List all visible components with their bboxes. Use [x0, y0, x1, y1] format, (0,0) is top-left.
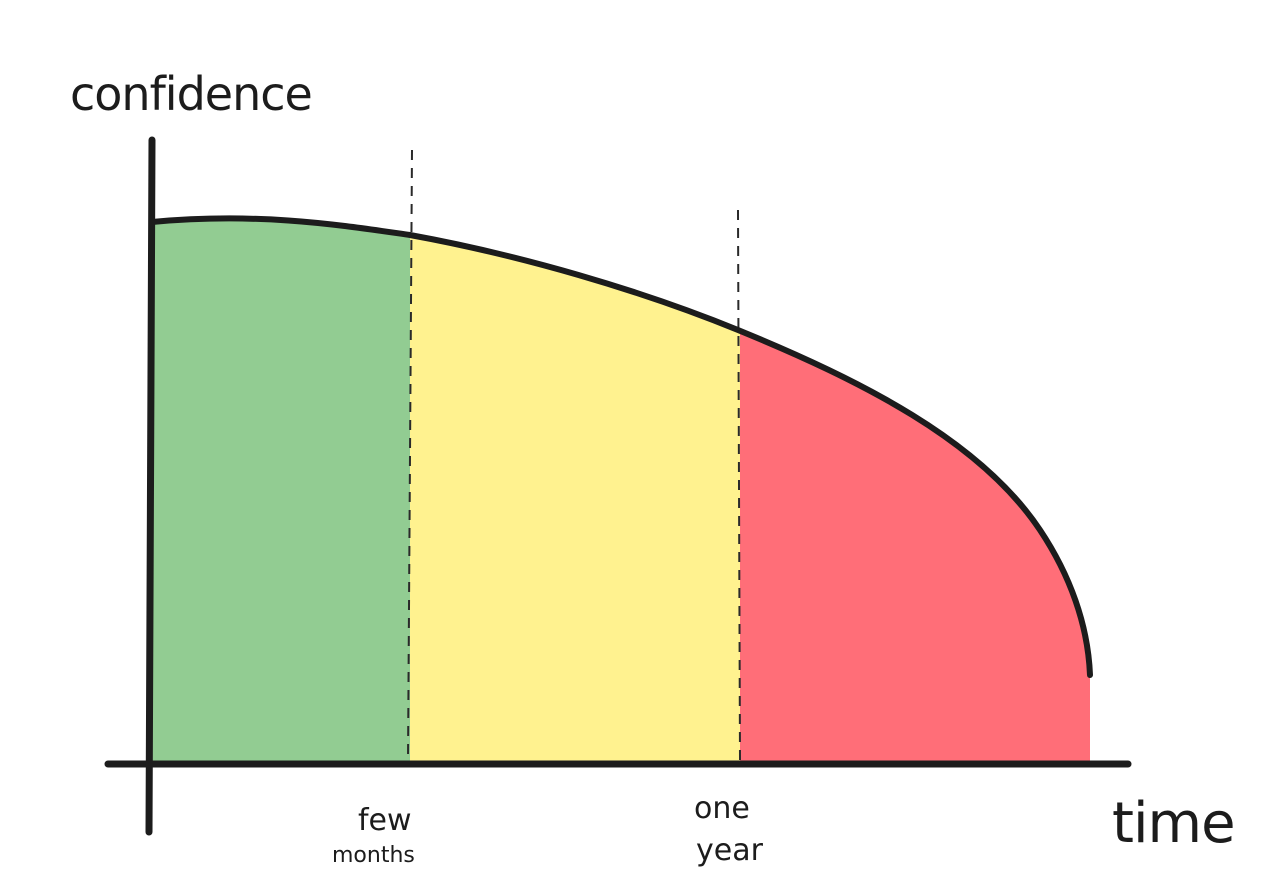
red-zone	[740, 218, 1090, 762]
few-months-marker-line	[407, 149, 413, 761]
few-months-label-line1: few	[358, 803, 412, 838]
green-zone	[152, 218, 410, 762]
y-axis-label: confidence	[70, 67, 312, 121]
zones	[152, 218, 1090, 762]
y-axis	[145, 136, 156, 836]
confidence-curve	[149, 215, 1093, 678]
few-months-label-line2: months	[332, 843, 415, 868]
one-year-marker-line	[737, 209, 741, 761]
one-year-label-line2: year	[696, 833, 764, 868]
one-year-label-line1: one	[694, 791, 750, 826]
x-axis-label: time	[1112, 791, 1235, 856]
